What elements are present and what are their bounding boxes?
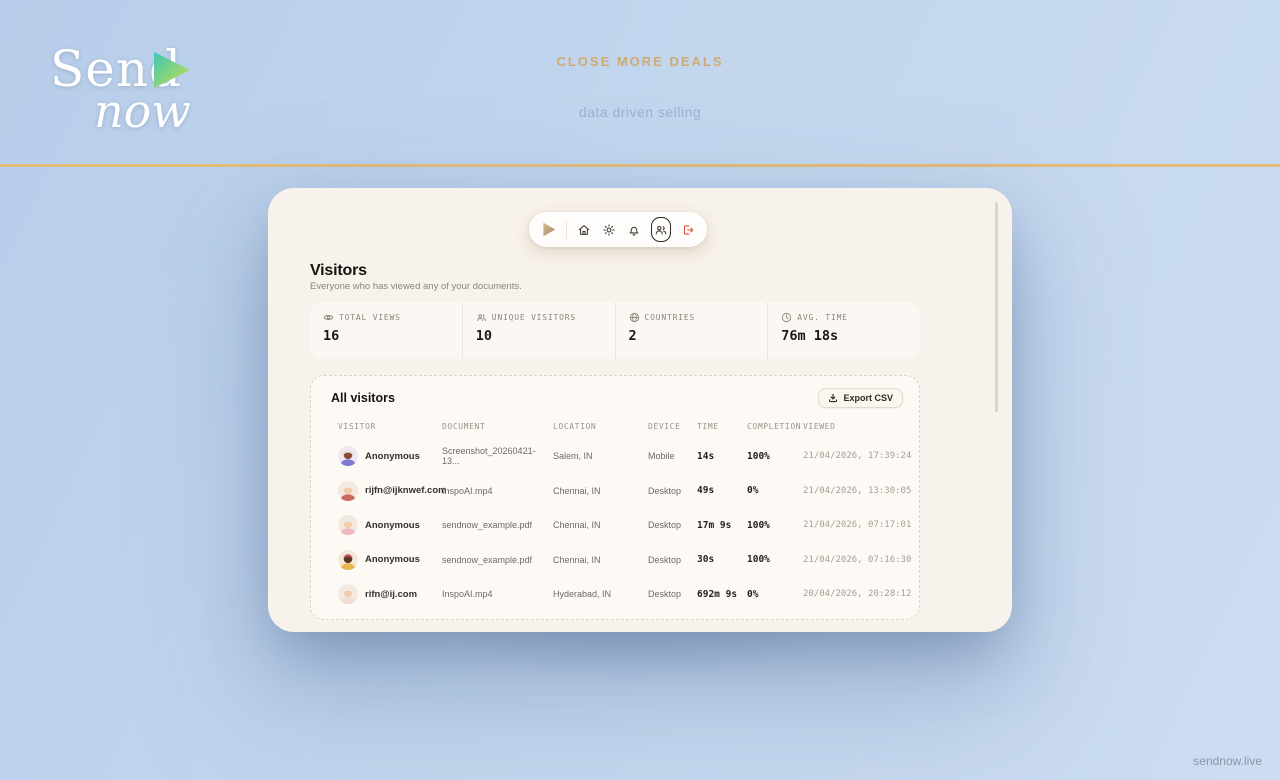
page-subtitle: Everyone who has viewed any of your docu… bbox=[310, 281, 522, 292]
table-row[interactable]: Anonymous Screenshot_20260421-13... Sale… bbox=[311, 439, 919, 474]
completion: 0% bbox=[747, 588, 759, 600]
sendnow-logo: Send now bbox=[50, 44, 191, 140]
document-name: sendnow_example.pdf bbox=[442, 554, 533, 565]
visitor-name: Anonymous bbox=[365, 450, 420, 462]
export-csv-button[interactable]: Export CSV bbox=[818, 388, 903, 408]
visitor-name: Anonymous bbox=[365, 554, 420, 566]
stat-value: 16 bbox=[323, 328, 340, 344]
stat-label: TOTAL VIEWS bbox=[339, 313, 401, 322]
viewed-at: 21/04/2026, 17:39:24 bbox=[803, 451, 912, 462]
globe-icon bbox=[629, 312, 639, 323]
document-name: InspoAI.mp4 bbox=[442, 485, 493, 496]
location: Hyderabad, IN bbox=[553, 589, 612, 600]
col-time: TIME bbox=[697, 422, 719, 431]
avatar bbox=[338, 480, 358, 501]
location: Chennai, IN bbox=[553, 520, 601, 531]
viewed-at: 21/04/2026, 07:17:01 bbox=[803, 520, 912, 531]
col-visitor: VISITOR bbox=[338, 422, 376, 431]
nav-pill bbox=[529, 212, 707, 247]
users-icon bbox=[477, 314, 486, 322]
play-logo-icon bbox=[154, 52, 190, 88]
nav-divider bbox=[566, 220, 567, 239]
visitor-name: rijfn@ijknwef.com bbox=[365, 485, 447, 497]
table-body: Anonymous Screenshot_20260421-13... Sale… bbox=[311, 439, 919, 612]
device: Desktop bbox=[648, 485, 682, 496]
stat-label: AVG. TIME bbox=[797, 313, 848, 322]
all-visitors-card: All visitors Export CSV VISITOR DOCUMENT… bbox=[310, 375, 920, 620]
completion: 100% bbox=[747, 554, 770, 566]
time-spent: 49s bbox=[697, 485, 715, 497]
logout-icon[interactable] bbox=[680, 220, 696, 240]
stats-strip: TOTAL VIEWS 16 UNIQUE VISITORS 10 COUNTR… bbox=[310, 302, 920, 359]
col-device: DEVICE bbox=[648, 422, 681, 431]
app-window: Visitors Everyone who has viewed any of … bbox=[268, 188, 1012, 632]
visitors-users-icon[interactable] bbox=[650, 217, 672, 242]
viewed-at: 21/04/2026, 13:30:05 bbox=[803, 485, 912, 496]
col-completion: COMPLETION bbox=[747, 422, 802, 431]
export-csv-label: Export CSV bbox=[843, 393, 893, 403]
document-name: Screenshot_20260421-13... bbox=[442, 446, 536, 467]
stat-value: 2 bbox=[628, 328, 637, 344]
device: Mobile bbox=[648, 451, 675, 462]
stat-countries: COUNTRIES 2 bbox=[614, 302, 768, 359]
avatar bbox=[338, 515, 358, 536]
viewed-at: 21/04/2026, 07:16:30 bbox=[803, 554, 912, 565]
avatar bbox=[338, 549, 358, 570]
download-icon bbox=[829, 393, 838, 403]
viewed-at: 20/04/2026, 20:28:12 bbox=[803, 589, 912, 600]
visitor-name: Anonymous bbox=[365, 519, 420, 531]
device: Desktop bbox=[648, 554, 682, 565]
stat-value: 10 bbox=[475, 328, 493, 344]
time-spent: 30s bbox=[697, 554, 715, 566]
stat-total-views: TOTAL VIEWS 16 bbox=[310, 302, 462, 359]
time-spent: 692m 9s bbox=[697, 588, 738, 600]
page-title: Visitors bbox=[310, 262, 367, 279]
logo-word-now: now bbox=[94, 84, 191, 138]
notifications-bell-icon[interactable] bbox=[626, 220, 642, 240]
table-row[interactable]: rifn@ij.com InspoAI.mp4 Hyderabad, IN De… bbox=[311, 577, 919, 612]
table-title: All visitors bbox=[331, 391, 395, 405]
location: Chennai, IN bbox=[553, 485, 601, 496]
device: Desktop bbox=[648, 520, 682, 531]
col-viewed: VIEWED bbox=[803, 422, 836, 431]
completion: 0% bbox=[747, 485, 759, 497]
home-icon[interactable] bbox=[576, 220, 592, 240]
completion: 100% bbox=[747, 519, 770, 531]
time-spent: 14s bbox=[697, 450, 715, 462]
location: Salem, IN bbox=[553, 451, 593, 462]
table-row[interactable]: Anonymous sendnow_example.pdf Chennai, I… bbox=[311, 508, 919, 543]
visitor-name: rifn@ij.com bbox=[365, 588, 418, 600]
avatar bbox=[338, 446, 358, 467]
col-location: LOCATION bbox=[553, 422, 597, 431]
site-watermark: sendnow.live bbox=[1193, 754, 1262, 768]
clock-icon bbox=[782, 312, 792, 323]
stat-value: 76m 18s bbox=[781, 328, 839, 344]
location: Chennai, IN bbox=[553, 554, 601, 565]
stat-avg-time: AVG. TIME 76m 18s bbox=[767, 302, 920, 359]
document-name: InspoAI.mp4 bbox=[442, 589, 493, 600]
table-header-row: VISITOR DOCUMENT LOCATION DEVICE TIME CO… bbox=[311, 422, 919, 431]
play-logo-icon[interactable] bbox=[540, 220, 557, 240]
col-document: DOCUMENT bbox=[442, 422, 486, 431]
settings-gear-icon[interactable] bbox=[601, 220, 617, 240]
stat-unique-visitors: UNIQUE VISITORS 10 bbox=[461, 302, 615, 359]
gold-divider bbox=[0, 164, 1280, 167]
device: Desktop bbox=[648, 589, 682, 600]
hero-subtagline: data driven selling bbox=[578, 104, 702, 120]
table-row[interactable]: Anonymous sendnow_example.pdf Chennai, I… bbox=[311, 543, 919, 578]
completion: 100% bbox=[747, 450, 770, 462]
avatar bbox=[338, 584, 358, 605]
stat-label: COUNTRIES bbox=[644, 313, 696, 322]
time-spent: 17m 9s bbox=[697, 519, 732, 531]
hero-tagline: CLOSE MORE DEALS bbox=[556, 54, 724, 69]
table-row[interactable]: rijfn@ijknwef.com InspoAI.mp4 Chennai, I… bbox=[311, 474, 919, 509]
eye-icon bbox=[323, 315, 334, 320]
stat-label: UNIQUE VISITORS bbox=[491, 313, 576, 322]
scrollbar[interactable] bbox=[995, 202, 998, 412]
document-name: sendnow_example.pdf bbox=[442, 520, 533, 531]
